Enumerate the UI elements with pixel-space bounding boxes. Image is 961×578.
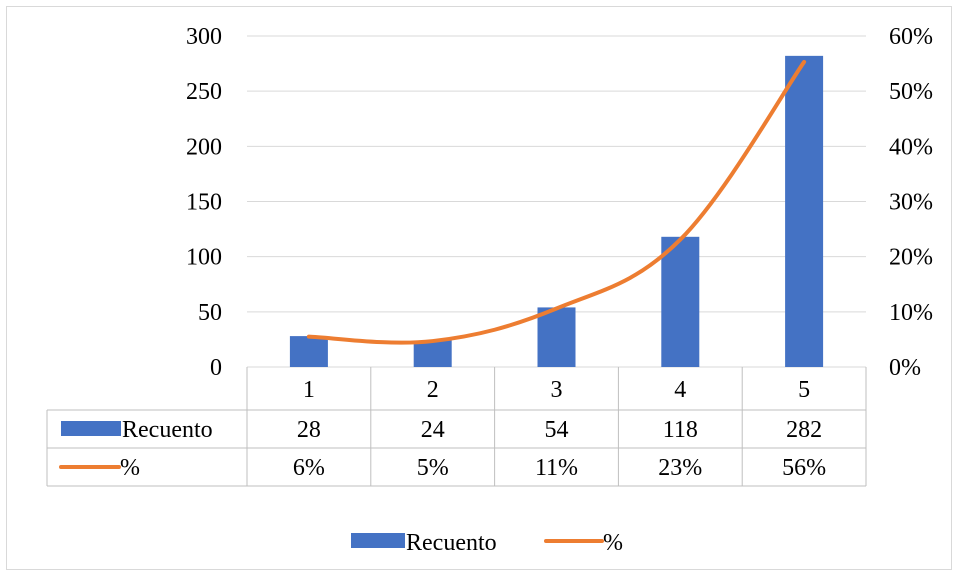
y-right-tick-label: 10% [889,300,933,326]
legend-label-recuento: Recuento [406,530,497,556]
table-cell-percent: 11% [535,455,578,481]
category-label: 5 [798,377,810,403]
y-left-tick-label: 150 [186,190,222,216]
bar [785,55,824,368]
y-right-tick-label: 30% [889,190,933,216]
y-right-tick-label: 20% [889,245,933,271]
table-cell-recuento: 24 [421,417,445,443]
table-cell-percent: 5% [417,455,449,481]
y-left-tick-label: 200 [186,134,222,160]
y-left-tick-label: 300 [186,24,222,50]
y-axis-right: 0% 10% 20% 30% 40% 50% 60% [889,24,933,381]
bar [289,336,328,367]
bar [413,340,452,367]
y-left-tick-label: 50 [198,300,222,326]
table-cell-recuento: 28 [297,417,321,443]
y-right-tick-label: 40% [889,134,933,160]
category-label: 1 [303,377,315,403]
table-row-label-percent: % [120,455,140,481]
table-cell-recuento: 54 [545,417,569,443]
table-cell-percent: 23% [658,455,702,481]
y-left-tick-label: 250 [186,79,222,105]
table-row-label-recuento: Recuento [122,417,213,443]
y-right-tick-label: 60% [889,24,933,50]
y-left-tick-label: 0 [210,355,222,381]
table-key-recuento [61,421,121,436]
y-left-tick-label: 100 [186,245,222,271]
table-cell-recuento: 282 [786,417,822,443]
bar [661,236,700,367]
category-label: 2 [427,377,439,403]
category-label: 3 [551,377,563,403]
category-label: 4 [674,377,686,403]
legend: Recuento% [351,530,623,556]
table-cell-recuento: 118 [663,417,698,443]
data-table: 1 2 3 4 5 Recuento% 28 24 54 118 282 6% 5% 11% 23% 56% [46,367,867,487]
bar-series-recuento [289,55,824,368]
table-cell-percent: 56% [782,455,826,481]
bar [537,307,576,367]
y-axis-left: 0 50 100 150 200 250 300 [186,24,222,381]
legend-key-recuento [351,533,405,548]
line-series-percent [306,59,807,345]
legend-label-percent: % [603,530,623,556]
percent-line [306,59,807,345]
table-cell-percent: 6% [293,455,325,481]
y-right-tick-label: 50% [889,79,933,105]
y-right-tick-label: 0% [889,355,921,381]
